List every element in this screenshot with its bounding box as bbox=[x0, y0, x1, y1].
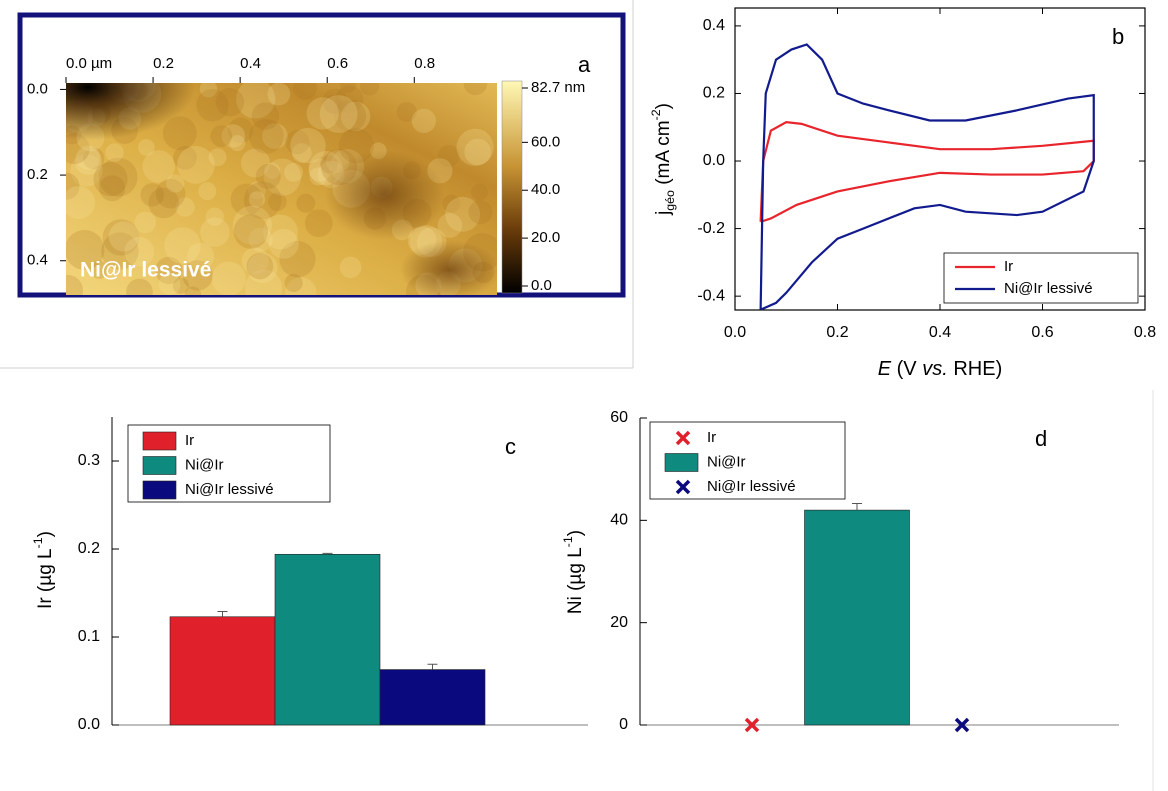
legend-label: Ni@Ir lessivé bbox=[707, 478, 796, 495]
x-marker bbox=[954, 717, 970, 733]
axis-label: jgéo (mA cm-2) bbox=[649, 103, 677, 216]
colorbar-tick-label: 0.0 bbox=[531, 277, 552, 294]
axis-label-part: (mA cm bbox=[653, 120, 674, 190]
axis-label-part: Ir (µg L bbox=[35, 548, 56, 609]
x-tick-label: 0.6 bbox=[327, 55, 348, 72]
y-tick-label: 0.2 bbox=[27, 166, 48, 183]
y-tick-label: 0.0 bbox=[78, 716, 100, 733]
x-tick-label: 0.4 bbox=[929, 324, 951, 341]
x-tick-label: 0.4 bbox=[240, 55, 261, 72]
afm-shadow bbox=[66, 83, 497, 295]
afm-image bbox=[66, 83, 497, 295]
x-tick-label: 0.0 bbox=[724, 324, 746, 341]
bar bbox=[379, 669, 486, 726]
legend-swatch bbox=[675, 479, 691, 495]
legend-swatch bbox=[142, 431, 177, 451]
axis-label-part: -1 bbox=[31, 537, 45, 548]
legend-label: Ir bbox=[707, 429, 716, 446]
axis-label-part: géo bbox=[663, 190, 677, 211]
axis-label-part: j bbox=[653, 211, 674, 216]
panel-letter: c bbox=[505, 434, 516, 459]
y-tick-label: 0.2 bbox=[78, 540, 100, 557]
x-tick-label: 0.0 µm bbox=[66, 55, 112, 72]
y-tick-label: 60 bbox=[610, 409, 628, 426]
x-tick-label: 0.2 bbox=[153, 55, 174, 72]
bar bbox=[274, 553, 381, 726]
legend-swatch bbox=[142, 480, 177, 500]
panel-letter: a bbox=[578, 52, 591, 77]
y-tick-label: 0.4 bbox=[27, 252, 48, 269]
colorbar-tick-label: 20.0 bbox=[531, 229, 560, 246]
panel-letter: d bbox=[1035, 426, 1047, 451]
error-bar bbox=[322, 552, 333, 555]
axis-label: Ir (µg L-1) bbox=[31, 531, 56, 609]
colorbar-tick-label: 60.0 bbox=[531, 133, 560, 150]
error-bar bbox=[427, 663, 438, 670]
legend-swatch bbox=[664, 453, 699, 472]
axis-label-part: ) bbox=[35, 531, 56, 537]
y-tick-label: 0.4 bbox=[703, 17, 725, 34]
colorbar bbox=[501, 80, 523, 294]
bar bbox=[169, 616, 276, 726]
axis-label: E (V vs. RHE) bbox=[878, 358, 1002, 380]
panel-letter: b bbox=[1112, 24, 1124, 49]
axis-label-part: E bbox=[878, 358, 892, 380]
axis-label-part: vs. bbox=[922, 358, 948, 380]
x-tick-label: 0.2 bbox=[826, 324, 848, 341]
axis-label-part: ) bbox=[565, 530, 586, 536]
y-tick-label: 0 bbox=[619, 716, 628, 733]
colorbar-tick-label: 40.0 bbox=[531, 181, 560, 198]
y-tick-label: 0.2 bbox=[703, 85, 725, 102]
y-tick-label: 20 bbox=[610, 614, 628, 631]
legend-label: Ni@Ir bbox=[185, 456, 224, 473]
axis-label-part: -1 bbox=[561, 536, 575, 547]
y-tick-label: -0.4 bbox=[697, 287, 725, 304]
legend-label: Ni@Ir lessivé bbox=[185, 481, 274, 498]
legend-label: Ni@Ir bbox=[707, 453, 746, 470]
axis-label: Ni (µg L-1) bbox=[561, 530, 586, 614]
legend-swatch bbox=[675, 430, 691, 446]
legend-box bbox=[943, 252, 1139, 304]
axis-label-part: Ni (µg L bbox=[565, 547, 586, 614]
legend-label: Ni@Ir lessivé bbox=[1004, 280, 1093, 297]
axis-label-part: (V bbox=[891, 358, 922, 380]
axis-label-part: ) bbox=[653, 103, 674, 109]
cv-curve bbox=[759, 43, 1095, 311]
x-tick-label: 0.6 bbox=[1031, 324, 1053, 341]
legend-label: Ir bbox=[1004, 258, 1013, 275]
y-tick-label: 0.1 bbox=[78, 628, 100, 645]
y-tick-label: -0.2 bbox=[697, 220, 725, 237]
x-tick-label: 0.8 bbox=[1134, 324, 1156, 341]
x-tick-label: 0.8 bbox=[414, 55, 435, 72]
colorbar-tick-label: 82.7 nm bbox=[531, 79, 585, 96]
error-bar bbox=[217, 610, 228, 617]
bar bbox=[804, 509, 910, 726]
legend-label: Ir bbox=[185, 432, 194, 449]
axis-label-part: -2 bbox=[649, 109, 663, 120]
y-tick-label: 0.0 bbox=[27, 80, 48, 97]
y-tick-label: 40 bbox=[610, 512, 628, 529]
y-tick-label: 0.3 bbox=[78, 452, 100, 469]
x-marker bbox=[744, 717, 760, 733]
image-label: Ni@Ir lessivé bbox=[80, 259, 211, 282]
error-bar bbox=[852, 502, 862, 511]
y-tick-label: 0.0 bbox=[703, 152, 725, 169]
legend-swatch bbox=[142, 456, 177, 475]
axis-label-part: RHE) bbox=[948, 358, 1002, 380]
